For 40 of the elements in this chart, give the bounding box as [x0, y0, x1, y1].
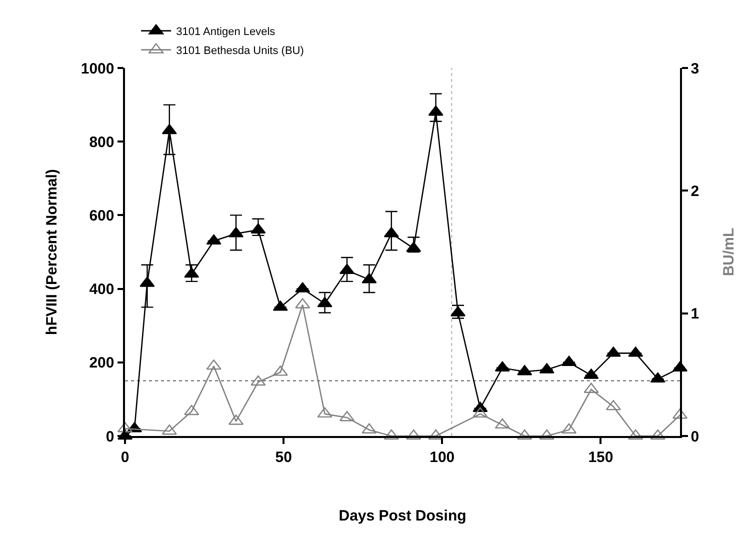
point	[206, 359, 222, 370]
legend-label: 3101 Bethesda Units (BU)	[176, 45, 304, 58]
point	[317, 296, 332, 308]
point	[428, 429, 444, 440]
point	[606, 400, 621, 410]
x-tick-label: 50	[275, 448, 292, 466]
point	[250, 223, 266, 234]
x-tick-label: 0	[120, 448, 130, 466]
y-tick-label: 600	[89, 207, 114, 224]
point	[384, 429, 399, 440]
y-tick-label: 400	[89, 281, 114, 298]
x-tick-label: 100	[430, 448, 455, 466]
y-axis-title: hFVIII (Percent Normal)	[44, 169, 61, 335]
legend-label: 3101 Antigen Levels	[176, 26, 276, 38]
point	[628, 429, 644, 440]
point	[472, 407, 488, 418]
point	[650, 372, 666, 383]
point	[539, 429, 554, 440]
x-axis-title: Days Post Dosing	[338, 507, 466, 524]
y2-tick-label: 2	[690, 182, 700, 200]
x-tick-label: 150	[588, 448, 614, 466]
point	[317, 407, 332, 418]
point	[406, 429, 422, 440]
point	[494, 418, 510, 429]
point	[250, 375, 266, 386]
point	[494, 361, 510, 372]
point	[650, 429, 666, 440]
y-tick-label: 0	[106, 428, 114, 446]
point	[184, 404, 200, 416]
point	[162, 124, 177, 134]
y-tick-label: 200	[89, 354, 114, 372]
y2-tick-label: 1	[690, 306, 700, 323]
y2-tick-label: 0	[690, 428, 700, 446]
y2-axis-title: BU/mL	[720, 228, 738, 276]
point	[206, 234, 222, 245]
y2-tick-label: 3	[690, 60, 700, 78]
y-tick-label: 800	[89, 134, 114, 151]
y-tick-label: 1000	[80, 60, 114, 78]
point	[517, 429, 532, 440]
point	[162, 424, 177, 435]
